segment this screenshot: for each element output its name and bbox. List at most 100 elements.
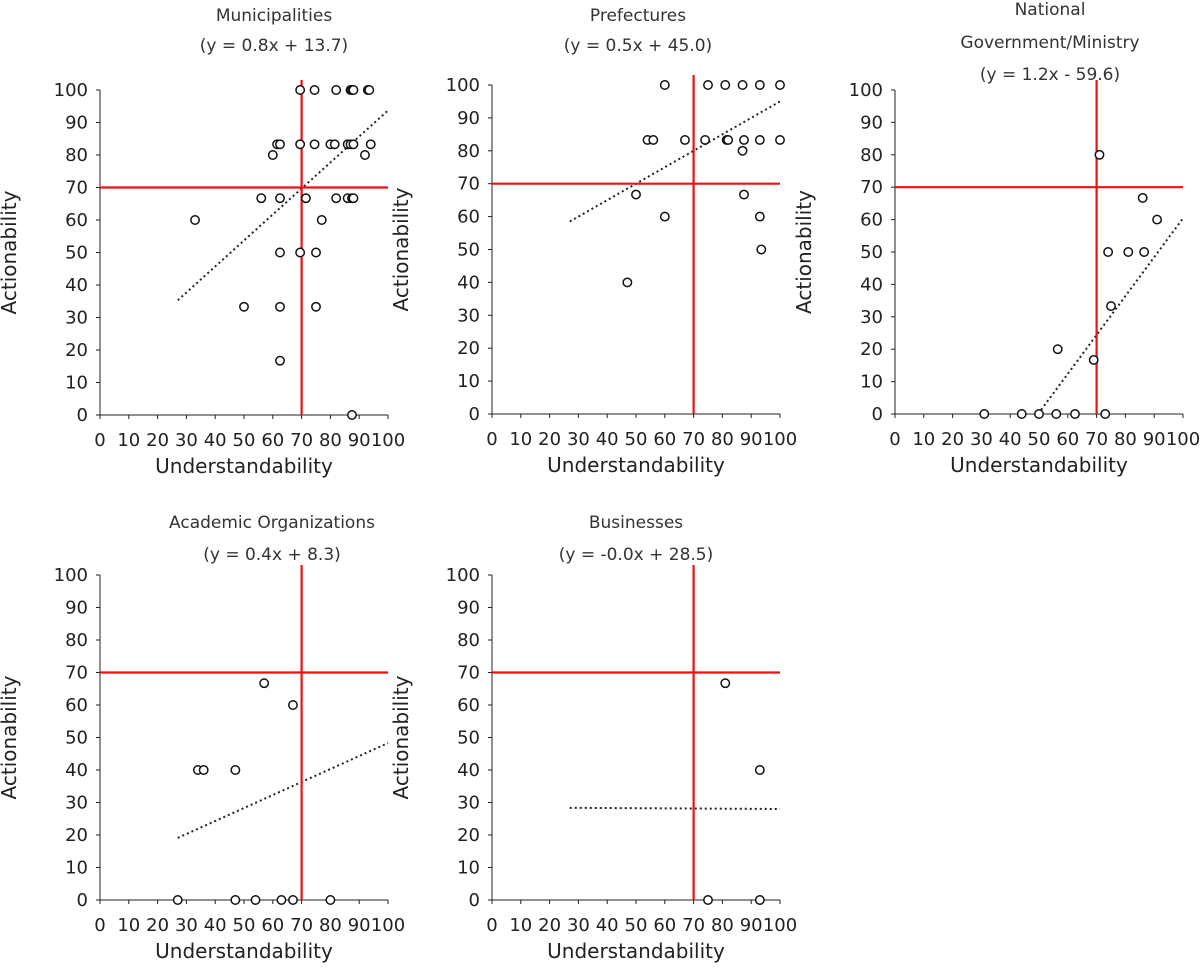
chart-panel-2: Prefectures(y = 0.5x + 45.0)010203040506… xyxy=(389,6,797,477)
y-tick-label: 90 xyxy=(65,113,88,134)
y-tick-label: 70 xyxy=(65,178,88,199)
data-point xyxy=(259,678,270,689)
x-tick-label: 0 xyxy=(889,429,900,450)
data-point xyxy=(622,277,633,288)
y-tick-label: 80 xyxy=(860,145,883,166)
chart-title-line: Academic Organizations xyxy=(169,513,375,533)
y-axis-label: Actionability xyxy=(389,675,413,799)
x-tick-label: 90 xyxy=(348,430,371,451)
y-axis-label: Actionability xyxy=(792,190,816,314)
data-point xyxy=(1051,409,1062,419)
chart-panel-1: Municipalities (y = 0.8x + 13.7) 0 10 20 30 40… xyxy=(0,6,405,478)
y-tick-label: 90 xyxy=(65,598,88,619)
x-tick-label: 10 xyxy=(912,429,935,450)
y-tick-label: 50 xyxy=(65,728,88,749)
data-point xyxy=(1034,409,1044,419)
chart-title-line: Businesses xyxy=(589,513,683,533)
x-tick-label: 80 xyxy=(319,430,342,451)
data-point xyxy=(775,80,785,90)
x-tick-label: 70 xyxy=(290,915,313,936)
x-tick-label: 80 xyxy=(1114,429,1137,450)
data-point xyxy=(1088,354,1099,365)
y-tick-label: 30 xyxy=(457,305,480,326)
chart-title-line: (y = -0.0x + 28.5) xyxy=(559,545,714,565)
y-tick-label: 70 xyxy=(860,177,883,198)
x-tick-label: 40 xyxy=(596,915,619,936)
y-tick-label: 0 xyxy=(469,404,480,425)
x-tick-label: 30 xyxy=(567,915,590,936)
data-point xyxy=(288,895,298,905)
x-tick-label: 20 xyxy=(941,429,964,450)
data-point xyxy=(250,895,261,905)
x-tick-label: 50 xyxy=(625,429,648,450)
y-tick-label: 40 xyxy=(457,272,480,293)
data-point xyxy=(309,139,320,150)
data-point xyxy=(325,895,336,905)
data-point xyxy=(1070,409,1080,419)
y-tick-label: 10 xyxy=(65,858,88,879)
chart-panel-4: Academic Organizations(y = 0.4x + 8.3)01… xyxy=(0,513,405,963)
x-tick-label: 0 xyxy=(94,430,105,451)
data-point xyxy=(365,139,376,150)
data-point xyxy=(295,139,306,150)
x-tick-label: 70 xyxy=(682,429,705,450)
y-tick-label: 30 xyxy=(65,793,88,814)
x-tick-label: 40 xyxy=(204,915,227,936)
y-tick-label: 70 xyxy=(65,663,88,684)
data-point xyxy=(720,678,731,689)
y-tick-label: 40 xyxy=(65,760,88,781)
data-point xyxy=(739,189,749,200)
data-point xyxy=(756,244,767,255)
data-point xyxy=(1094,149,1105,160)
data-point xyxy=(1152,214,1163,225)
trendline xyxy=(569,806,781,810)
data-point xyxy=(331,85,342,95)
chart-title-line: (y = 0.4x + 8.3) xyxy=(203,545,341,565)
y-tick-label: 100 xyxy=(446,75,480,96)
x-tick-label: 40 xyxy=(204,430,227,451)
y-tick-label: 20 xyxy=(860,339,883,360)
y-tick-label: 60 xyxy=(457,695,480,716)
data-point xyxy=(1016,409,1027,419)
y-tick-label: 60 xyxy=(65,695,88,716)
data-point xyxy=(348,193,359,204)
x-tick-label: 60 xyxy=(261,915,284,936)
data-point xyxy=(230,895,241,905)
data-point xyxy=(276,895,287,905)
data-point xyxy=(720,80,731,90)
y-tick-label: 70 xyxy=(457,663,480,684)
y-tick-label: 50 xyxy=(860,242,883,263)
data-point xyxy=(267,150,278,160)
y-axis-label: Actionability xyxy=(0,675,21,799)
data-point xyxy=(230,765,241,775)
trendline xyxy=(177,109,389,302)
chart-title-line: (y = 1.2x - 59.6) xyxy=(980,65,1120,85)
x-axis-label: Understandability xyxy=(950,453,1128,477)
x-tick-label: 100 xyxy=(1166,429,1200,450)
chart-title-line: National xyxy=(1015,0,1086,20)
y-tick-label: 60 xyxy=(457,207,480,228)
x-tick-label: 50 xyxy=(625,915,648,936)
data-point xyxy=(275,355,285,366)
x-tick-label: 40 xyxy=(999,429,1022,450)
y-tick-label: 100 xyxy=(849,80,883,101)
chart-title-line: (y = 0.5x + 45.0) xyxy=(564,36,712,56)
data-point xyxy=(723,134,734,145)
x-tick-label: 0 xyxy=(94,915,105,936)
y-tick-label: 0 xyxy=(77,890,88,911)
y-tick-label: 60 xyxy=(65,210,88,231)
data-point xyxy=(659,80,670,90)
y-tick-label: 0 xyxy=(872,404,883,425)
trendline xyxy=(1037,217,1184,415)
x-axis-label: Understandability xyxy=(547,939,725,963)
y-tick-label: 0 xyxy=(77,405,88,426)
x-axis-label: Understandability xyxy=(547,453,725,477)
y-tick-label: 30 xyxy=(457,793,480,814)
x-tick-label: 20 xyxy=(538,429,561,450)
y-tick-label: 30 xyxy=(65,308,88,329)
data-point xyxy=(754,895,765,905)
x-tick-label: 10 xyxy=(117,915,140,936)
x-tick-label: 60 xyxy=(653,915,676,936)
data-point xyxy=(309,85,320,95)
